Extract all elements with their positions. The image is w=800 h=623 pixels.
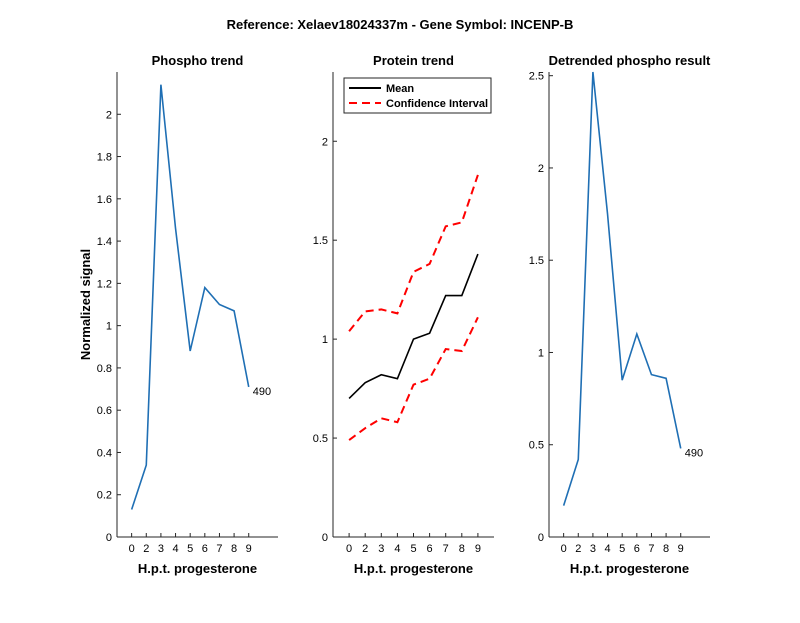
x-tick-label: 0: [346, 543, 352, 555]
series-line-1: [562, 71, 682, 506]
x-tick-label: 4: [394, 543, 400, 555]
y-tick-label: 2: [106, 109, 112, 121]
series-line-1: [130, 84, 250, 510]
panel-title: Detrended phospho result: [549, 53, 711, 68]
series-line-1: [348, 253, 479, 400]
y-tick-label: 0.5: [313, 433, 328, 445]
y-tick-label: 0: [106, 532, 112, 544]
legend-label: Confidence Interval: [386, 98, 488, 110]
y-tick-label: 2: [538, 163, 544, 175]
end-point-label: 490: [253, 386, 271, 398]
x-tick-label: 0: [129, 543, 135, 555]
figure-title: Reference: Xelaev18024337m - Gene Symbol…: [227, 17, 574, 32]
y-tick-label: 1.6: [97, 194, 112, 206]
x-tick-label: 8: [231, 543, 237, 555]
y-tick-label: 1: [538, 347, 544, 359]
y-tick-label: 1.4: [97, 236, 112, 248]
x-tick-label: 2: [575, 543, 581, 555]
y-tick-label: 1.5: [313, 235, 328, 247]
y-tick-label: 1.8: [97, 152, 112, 164]
y-tick-label: 2.5: [529, 71, 544, 83]
x-tick-label: 5: [410, 543, 416, 555]
series-line-3: [348, 316, 479, 441]
chart-panel-1: Phospho trend 0 0.2 0.4 0.6 0.8 1 1.2 1.4 1.6 1.8 2…: [78, 53, 278, 576]
x-tick-label: 7: [443, 543, 449, 555]
legend-box: [343, 77, 492, 114]
x-tick-label: 5: [619, 543, 625, 555]
x-tick-label: 3: [590, 543, 596, 555]
x-tick-label: 8: [663, 543, 669, 555]
y-tick-label: 1: [106, 321, 112, 333]
x-tick-label: 7: [216, 543, 222, 555]
x-tick-label: 9: [678, 543, 684, 555]
legend-label: Mean: [386, 83, 414, 95]
x-tick-label: 0: [561, 543, 567, 555]
y-tick-label: 0.5: [529, 440, 544, 452]
y-tick-label: 0.4: [97, 447, 112, 459]
x-tick-label: 2: [143, 543, 149, 555]
y-axis-label: Normalized signal: [78, 249, 93, 360]
end-point-label: 490: [685, 447, 703, 459]
x-tick-label: 4: [604, 543, 610, 555]
y-tick-label: 1.2: [97, 278, 112, 290]
x-tick-label: 8: [459, 543, 465, 555]
x-tick-label: 9: [246, 543, 252, 555]
x-tick-label: 6: [202, 543, 208, 555]
panel-title: Protein trend: [373, 53, 454, 68]
chart-panels: Phospho trend 0 0.2 0.4 0.6 0.8 1 1.2 1.4 1.6 1.8 2…: [78, 53, 711, 576]
x-tick-label: 2: [362, 543, 368, 555]
x-tick-label: 6: [427, 543, 433, 555]
x-tick-label: 6: [634, 543, 640, 555]
y-tick-label: 0: [538, 532, 544, 544]
y-tick-label: 1: [322, 334, 328, 346]
x-tick-label: 9: [475, 543, 481, 555]
x-axis-label: H.p.t. progesterone: [570, 561, 689, 576]
y-tick-label: 0.8: [97, 363, 112, 375]
y-tick-label: 0: [322, 532, 328, 544]
y-tick-label: 1.5: [529, 255, 544, 267]
series-line-2: [348, 174, 479, 332]
x-tick-label: 3: [158, 543, 164, 555]
x-tick-label: 4: [172, 543, 178, 555]
y-tick-label: 2: [322, 136, 328, 148]
y-tick-label: 0.6: [97, 405, 112, 417]
y-tick-label: 0.2: [97, 490, 112, 502]
x-axis-label: H.p.t. progesterone: [354, 561, 473, 576]
panel-title: Phospho trend: [152, 53, 244, 68]
x-tick-label: 5: [187, 543, 193, 555]
x-axis-label: H.p.t. progesterone: [138, 561, 257, 576]
x-tick-label: 7: [648, 543, 654, 555]
x-tick-label: 3: [378, 543, 384, 555]
